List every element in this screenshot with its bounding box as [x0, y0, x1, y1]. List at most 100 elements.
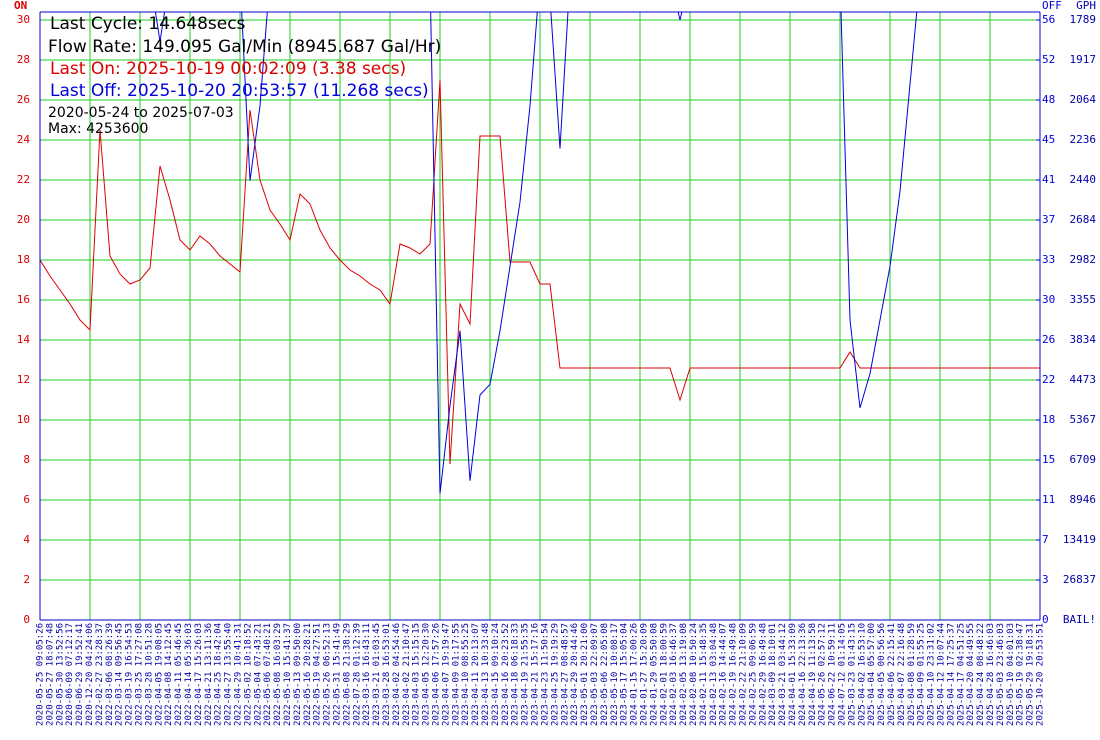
- x-tick-label: 2023-04-11 20:13:07: [471, 623, 481, 726]
- x-tick-label: 2020-06-09 07:12:17: [65, 623, 75, 726]
- x-tick-label: 2022-04-29 10:41:31: [234, 623, 244, 726]
- x-tick-label: 2022-02-27 23:28:37: [95, 623, 105, 726]
- y2-tick-label: 15: [1042, 453, 1055, 466]
- x-tick-label: 2022-03-28 10:51:28: [144, 623, 154, 726]
- x-tick-label: 2023-04-03 15:15:15: [412, 623, 422, 726]
- y2-tick-label: 45: [1042, 133, 1055, 146]
- x-tick-label: 2022-04-05 19:08:05: [154, 623, 164, 726]
- x-tick-label: 2023-04-06 17:57:26: [432, 623, 442, 726]
- x-tick-label: 2023-03-16 16:43:11: [362, 623, 372, 726]
- y2-tick-label: 0: [1042, 613, 1049, 626]
- y2-tick-label: 37: [1042, 213, 1055, 226]
- plot-lines: [40, 12, 1040, 494]
- y2-tick-label: 41: [1042, 173, 1055, 186]
- x-tick-label: 2023-04-15 09:10:24: [491, 623, 501, 726]
- x-tick-label: 2023-05-03 22:09:07: [590, 623, 600, 726]
- x-tick-label: 2025-04-20 04:49:55: [966, 623, 976, 726]
- x-tick-label: 2025-04-09 01:55:25: [917, 623, 927, 726]
- gph-tick-label: BAIL!: [1063, 613, 1096, 626]
- series-line: [154, 12, 918, 494]
- gph-tick-label: 8946: [1070, 493, 1097, 506]
- gph-tick-label: 1789: [1070, 13, 1097, 26]
- x-tick-label: 2023-03-28 16:53:01: [382, 623, 392, 726]
- x-tick-label: 2024-02-03 16:46:37: [669, 623, 679, 726]
- x-tick-label: 2023-03-21 01:03:45: [372, 623, 382, 726]
- y2-tick-label: 26: [1042, 333, 1055, 346]
- x-tick-label: 2023-05-06 22:05:08: [600, 623, 610, 726]
- x-tick-label: 2023-04-16 20:23:52: [501, 623, 511, 726]
- x-tick-label: 2023-04-13 10:33:48: [481, 623, 491, 726]
- y2-tick-label: 3: [1042, 573, 1049, 586]
- y-tick-label: 16: [17, 293, 30, 306]
- x-tick-label: 2025-04-04 05:57:00: [867, 623, 877, 726]
- x-tick-label: 2023-04-21 15:17:16: [531, 623, 541, 726]
- x-tick-label: 2022-05-10 15:41:37: [283, 623, 293, 726]
- x-tick-label: 2022-03-14 09:56:45: [115, 623, 125, 726]
- x-tick-label: 2022-04-11 05:46:45: [174, 623, 184, 726]
- gph-axis-label: GPH: [1076, 0, 1096, 12]
- x-tick-label: 2024-01-29 05:50:08: [649, 623, 659, 726]
- y-tick-label: 2: [23, 573, 30, 586]
- x-tick-label: 2024-05-26 02:57:12: [818, 623, 828, 726]
- x-tick-label: 2022-05-19 04:27:51: [313, 623, 323, 726]
- x-tick-label: 2022-05-31 15:41:49: [333, 623, 343, 726]
- gph-tick-label: 5367: [1070, 413, 1097, 426]
- x-tick-label: 2023-04-29 20:44:46: [570, 623, 580, 726]
- y2-tick-label: 33: [1042, 253, 1055, 266]
- info-max: Max: 4253600: [48, 121, 148, 137]
- x-tick-label: 2025-04-06 22:15:41: [887, 623, 897, 726]
- x-tick-label: 2023-04-07 19:19:47: [441, 623, 451, 726]
- y2-tick-label: 48: [1042, 93, 1055, 106]
- y-tick-label: 0: [23, 613, 30, 626]
- x-tick-label: 2024-04-19 11:13:58: [808, 623, 818, 726]
- gph-tick-label: 13419: [1063, 533, 1096, 546]
- x-tick-label: 2024-02-11 15:48:35: [699, 623, 709, 726]
- x-tick-label: 2022-05-04 07:43:21: [253, 623, 263, 726]
- x-tick-label: 2024-02-22 21:10:09: [738, 623, 748, 726]
- x-tick-label: 2025-04-02 16:53:10: [857, 623, 867, 726]
- x-tick-label: 2024-02-08 10:50:24: [689, 623, 699, 726]
- y-tick-label: 30: [17, 13, 30, 26]
- x-tick-label: 2023-04-27 08:48:57: [560, 623, 570, 726]
- x-tick-label: 2024-02-29 16:49:48: [758, 623, 768, 726]
- right-axis-label: OFF: [1042, 0, 1062, 12]
- y-tick-label: 8: [23, 453, 30, 466]
- x-tick-label: 2022-05-06 07:40:21: [263, 623, 273, 726]
- x-tick-label: 2022-04-27 13:55:40: [224, 623, 234, 726]
- x-tick-label: 2020-06-29 19:52:41: [75, 623, 85, 726]
- x-tick-label: 2022-05-13 09:50:00: [293, 623, 303, 726]
- info-flow: Flow Rate: 149.095 Gal/Min (8945.687 Gal…: [48, 37, 441, 57]
- x-tick-label: 2025-04-05 00:56:56: [877, 623, 887, 726]
- y-tick-label: 26: [17, 93, 30, 106]
- info-cycle: Last Cycle: 14.648secs: [50, 14, 246, 34]
- info-last-off: Last Off: 2025-10-20 20:53:57 (11.268 se…: [50, 81, 429, 101]
- x-tick-label: 2022-03-25 17:27:08: [135, 623, 145, 726]
- y2-tick-label: 56: [1042, 13, 1055, 26]
- y2-tick-label: 30: [1042, 293, 1055, 306]
- gph-tick-label: 2982: [1070, 253, 1097, 266]
- x-tick-label: 2025-04-28 16:46:03: [986, 623, 996, 726]
- x-tick-label: 2023-04-02 21:10:47: [402, 623, 412, 726]
- y2-tick-label: 7: [1042, 533, 1049, 546]
- y-tick-label: 18: [17, 253, 30, 266]
- x-tick-label: 2025-05-19 02:38:47: [1016, 623, 1026, 726]
- x-tick-label: 2022-04-21 13:11:36: [204, 623, 214, 726]
- x-tick-label: 2024-04-01 15:33:09: [788, 623, 798, 726]
- x-tick-label: 2025-04-17 04:51:25: [956, 623, 966, 726]
- x-tick-label: 2025-05-10 04:01:03: [1006, 623, 1016, 726]
- x-tick-label: 2022-05-16 20:28:21: [303, 623, 313, 726]
- x-tick-label: 2025-03-23 01:43:15: [847, 623, 857, 726]
- y2-tick-label: 52: [1042, 53, 1055, 66]
- y-tick-label: 10: [17, 413, 30, 426]
- x-tick-label: 2022-04-17 15:26:03: [194, 623, 204, 726]
- gph-tick-label: 3355: [1070, 293, 1097, 306]
- x-tick-label: 2024-02-13 03:04:48: [709, 623, 719, 726]
- x-tick-label: 2024-04-16 22:13:36: [798, 623, 808, 726]
- x-tick-label: 2023-05-17 15:05:04: [620, 623, 630, 726]
- x-tick-label: 2023-04-05 12:20:30: [422, 623, 432, 726]
- gph-tick-label: 6709: [1070, 453, 1097, 466]
- x-tick-label: 2024-07-12 01:14:05: [837, 623, 847, 726]
- x-tick-label: 2023-04-02 04:54:46: [392, 623, 402, 726]
